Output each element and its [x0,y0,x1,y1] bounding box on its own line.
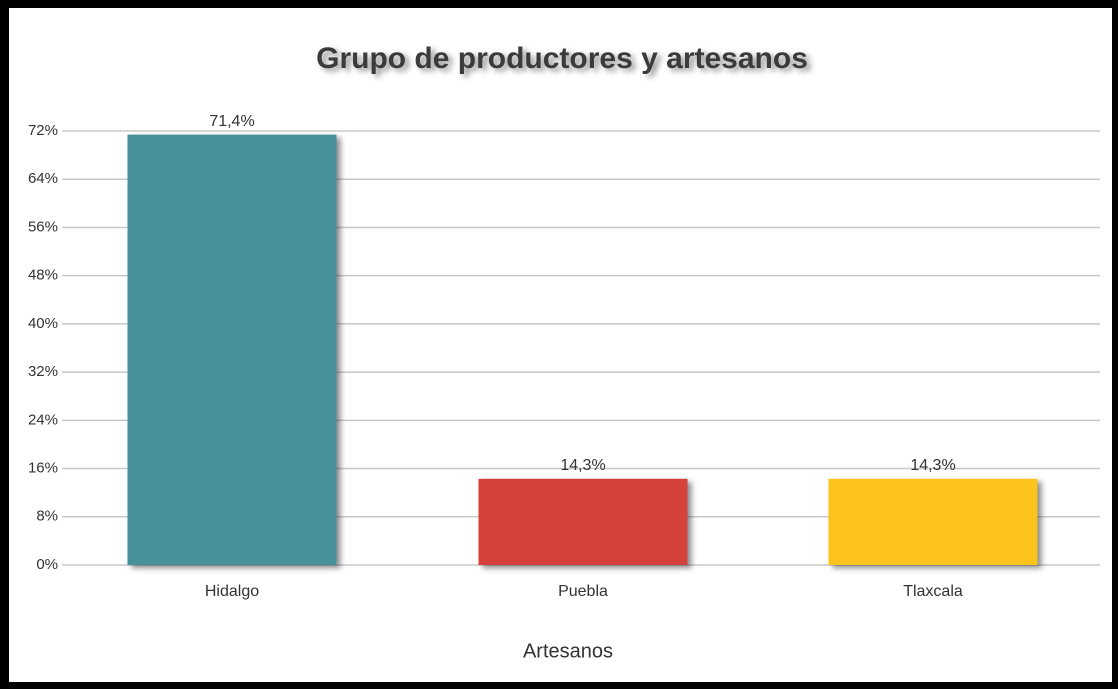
y-tick-label: 32% [28,363,58,380]
bar [478,478,688,565]
bar [127,134,337,565]
x-tick-label: Tlaxcala [903,583,963,600]
y-tick-label: 56% [28,218,58,235]
x-tick-label: Hidalgo [205,583,259,600]
chart-title: Grupo de productores y artesanos [316,42,808,75]
y-tick-label: 40% [28,315,58,332]
x-tick-label: Puebla [558,583,608,600]
x-axis-title: Artesanos [523,640,613,662]
data-label: 71,4% [209,113,254,130]
bar [828,478,1038,565]
data-label: 14,3% [910,457,955,474]
y-tick-label: 8% [36,508,58,525]
y-tick-label: 48% [28,267,58,284]
y-tick-label: 0% [36,556,58,573]
data-label: 14,3% [560,457,605,474]
y-tick-label: 16% [28,460,58,477]
y-tick-label: 72% [28,122,58,139]
y-tick-label: 24% [28,411,58,428]
y-tick-label: 64% [28,170,58,187]
